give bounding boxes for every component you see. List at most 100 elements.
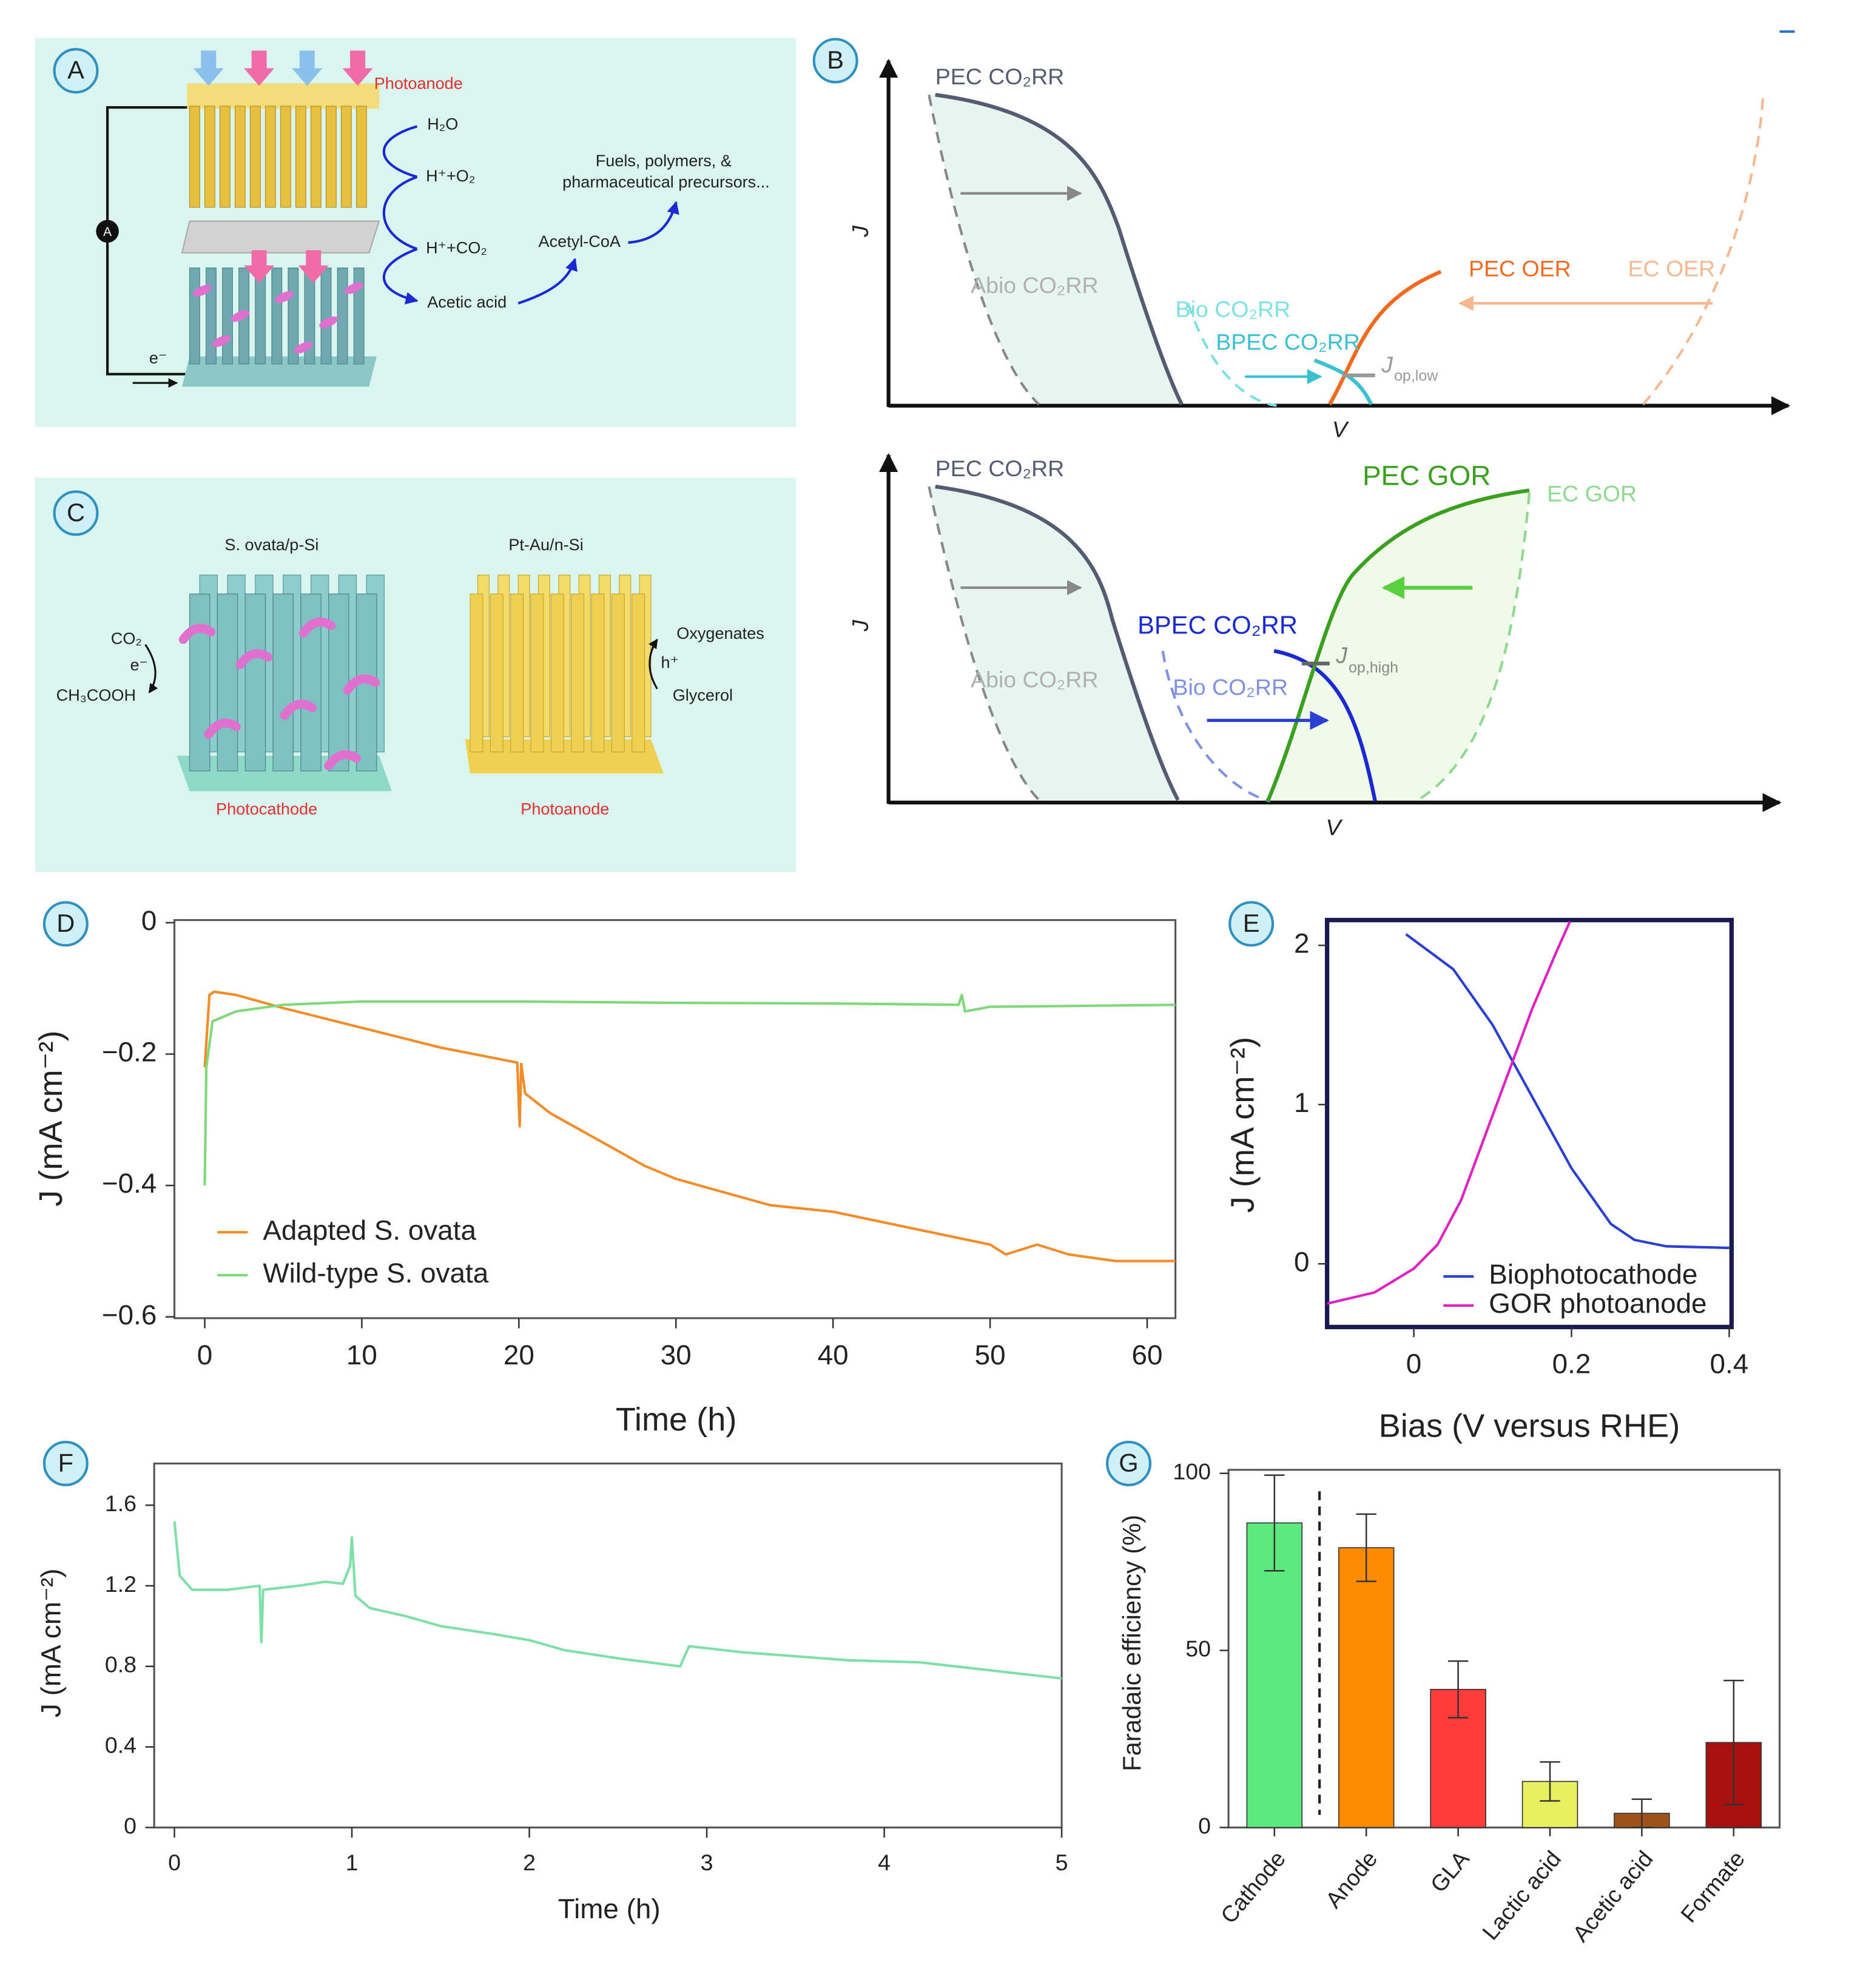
- reaction-label: e⁻: [130, 655, 147, 674]
- rod: [510, 593, 524, 753]
- axis-label: J: [847, 619, 873, 632]
- bar: [1246, 1522, 1303, 1828]
- microbe: [280, 699, 317, 720]
- x-tick-label: 0: [168, 1850, 181, 1875]
- reaction-label: h⁺: [661, 653, 679, 672]
- legend-label: Adapted S. ovata: [263, 1215, 476, 1245]
- microbe: [343, 674, 380, 695]
- x-tick-label: Anode: [1321, 1846, 1383, 1913]
- region-fill: [929, 95, 1182, 405]
- rod: [295, 106, 306, 208]
- x-tick-label: 60: [1132, 1339, 1163, 1370]
- x-axis-label: Bias (V versus RHE): [1379, 1407, 1680, 1444]
- electron-label: e⁻: [149, 348, 167, 367]
- curve-label: Bio CO₂RR: [1176, 296, 1291, 322]
- curve: [1273, 649, 1377, 802]
- x-tick-label: 4: [878, 1850, 891, 1875]
- curve: [935, 484, 1180, 801]
- panel-letter: C: [67, 498, 85, 527]
- light-arrow: [193, 50, 224, 86]
- reaction-label: CO₂: [111, 628, 142, 647]
- step-label: Acetic acid: [427, 292, 507, 311]
- x-tick-label: Acetic acid: [1568, 1846, 1658, 1947]
- panel-badge: [42, 901, 89, 947]
- axis-label: J: [847, 225, 873, 238]
- chart: G 0 50 100 Faradaic efficiency (%) Cathode Ano…: [1106, 1440, 1781, 1947]
- x-tick-label: 5: [1056, 1850, 1068, 1875]
- microbe: [178, 624, 216, 644]
- x-axis-label: Time (h): [558, 1893, 661, 1924]
- rod: [328, 593, 349, 772]
- plot-frame: [153, 1462, 1063, 1828]
- microbe: [231, 310, 250, 322]
- rod: [205, 268, 217, 365]
- microbe: [344, 282, 363, 294]
- panel-letter: G: [1119, 1449, 1138, 1477]
- operating-label-subscript: op,high: [1349, 659, 1398, 676]
- pathway-arrow: [517, 258, 578, 305]
- microbe: [294, 342, 313, 354]
- rod: [204, 106, 215, 208]
- curve-label: PEC OER: [1469, 256, 1571, 281]
- y-tick-label: 50: [1185, 1636, 1211, 1661]
- y-tick-label: 2: [1294, 928, 1310, 959]
- panel-letter: B: [827, 45, 844, 74]
- x-tick-label: 1: [346, 1850, 359, 1875]
- x-axis-label: Time (h): [616, 1401, 737, 1438]
- y-tick-label: 0: [141, 905, 157, 936]
- rod: [353, 268, 365, 365]
- photoanode-top: [187, 83, 380, 109]
- panel-badge: [812, 38, 858, 84]
- plot-frame: [1227, 1469, 1781, 1828]
- legend-label: GOR photoanode: [1489, 1288, 1706, 1319]
- x-tick-label: Formate: [1676, 1846, 1750, 1927]
- rod: [222, 268, 233, 365]
- x-tick-label: 0.2: [1552, 1349, 1591, 1380]
- y-tick-label: 0: [1198, 1813, 1211, 1838]
- step-label: H₂O: [427, 114, 458, 133]
- axis-label: V: [1326, 815, 1343, 840]
- curve-label: PEC CO₂RR: [935, 456, 1065, 481]
- reaction-arrow: [649, 638, 658, 690]
- x-tick-label: GLA: [1425, 1846, 1474, 1897]
- panel-letter: D: [56, 909, 75, 937]
- curve-label: Bio CO₂RR: [1173, 674, 1288, 699]
- microbe: [298, 617, 336, 638]
- y-tick-label: 0.4: [105, 1733, 136, 1758]
- y-axis-label: J (mA cm⁻²): [1225, 1037, 1261, 1213]
- plot-frame: [1324, 917, 1734, 1330]
- microbe: [275, 291, 294, 303]
- panel-badge: [1228, 901, 1275, 947]
- curve-label: EC OER: [1628, 256, 1715, 281]
- region-fill: [929, 487, 1178, 800]
- ammeter: [96, 220, 119, 243]
- microbe: [235, 649, 272, 670]
- curve-label: BPEC CO₂RR: [1137, 610, 1298, 639]
- chart: F 0 0.4 0.8 1.2 1.6 J (mA cm⁻²) 0 1 2 3 4 5 Time (h): [36, 1440, 1068, 1924]
- rod: [470, 593, 483, 753]
- data-line: [1327, 921, 1571, 1305]
- panel-background: [35, 477, 797, 872]
- rod: [571, 593, 585, 753]
- electrode-label: Photoanode: [520, 800, 609, 818]
- curve: [935, 93, 1184, 406]
- y-tick-label: 1: [1294, 1087, 1310, 1118]
- microbe: [324, 750, 361, 770]
- electrode-label: Photocathode: [216, 800, 317, 818]
- panel-badge: [1106, 1440, 1152, 1486]
- y-axis-label: Faradaic efficiency (%): [1117, 1515, 1146, 1771]
- curve-label: PEC CO₂RR: [935, 64, 1065, 89]
- panel-badge: [53, 490, 99, 536]
- panel-letter: A: [67, 56, 84, 84]
- electrode-title: S. ovata/p-Si: [224, 535, 318, 554]
- bar: [1338, 1547, 1395, 1828]
- light-arrow: [298, 250, 329, 283]
- membrane: [181, 220, 380, 254]
- rod: [271, 268, 283, 365]
- curve-label: Abio CO₂RR: [971, 667, 1098, 692]
- panel-badge: [53, 48, 99, 94]
- y-tick-label: 100: [1173, 1459, 1211, 1484]
- curve: [1265, 488, 1530, 803]
